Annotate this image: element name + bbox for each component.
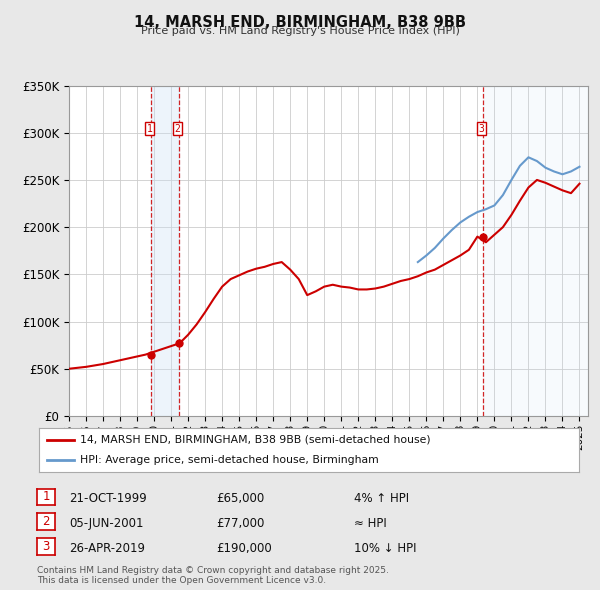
Text: 26-APR-2019: 26-APR-2019	[69, 542, 145, 555]
Text: 10% ↓ HPI: 10% ↓ HPI	[354, 542, 416, 555]
Text: Contains HM Land Registry data © Crown copyright and database right 2025.: Contains HM Land Registry data © Crown c…	[37, 566, 389, 575]
Text: 2: 2	[175, 124, 181, 134]
Text: 1: 1	[43, 490, 50, 503]
Text: This data is licensed under the Open Government Licence v3.0.: This data is licensed under the Open Gov…	[37, 576, 326, 585]
Text: HPI: Average price, semi-detached house, Birmingham: HPI: Average price, semi-detached house,…	[79, 455, 378, 465]
Text: ≈ HPI: ≈ HPI	[354, 517, 387, 530]
Text: 3: 3	[479, 124, 484, 134]
Text: £77,000: £77,000	[216, 517, 265, 530]
Text: £190,000: £190,000	[216, 542, 272, 555]
Text: 1: 1	[146, 124, 152, 134]
Text: 21-OCT-1999: 21-OCT-1999	[69, 492, 147, 505]
Text: 14, MARSH END, BIRMINGHAM, B38 9BB (semi-detached house): 14, MARSH END, BIRMINGHAM, B38 9BB (semi…	[79, 435, 430, 445]
Text: 3: 3	[43, 540, 50, 553]
Text: 2: 2	[43, 515, 50, 528]
Text: Price paid vs. HM Land Registry's House Price Index (HPI): Price paid vs. HM Land Registry's House …	[140, 26, 460, 36]
Bar	[483, 86, 588, 416]
Text: £65,000: £65,000	[216, 492, 264, 505]
Bar	[151, 86, 179, 416]
Text: 4% ↑ HPI: 4% ↑ HPI	[354, 492, 409, 505]
Text: 14, MARSH END, BIRMINGHAM, B38 9BB: 14, MARSH END, BIRMINGHAM, B38 9BB	[134, 15, 466, 30]
Text: 05-JUN-2001: 05-JUN-2001	[69, 517, 143, 530]
